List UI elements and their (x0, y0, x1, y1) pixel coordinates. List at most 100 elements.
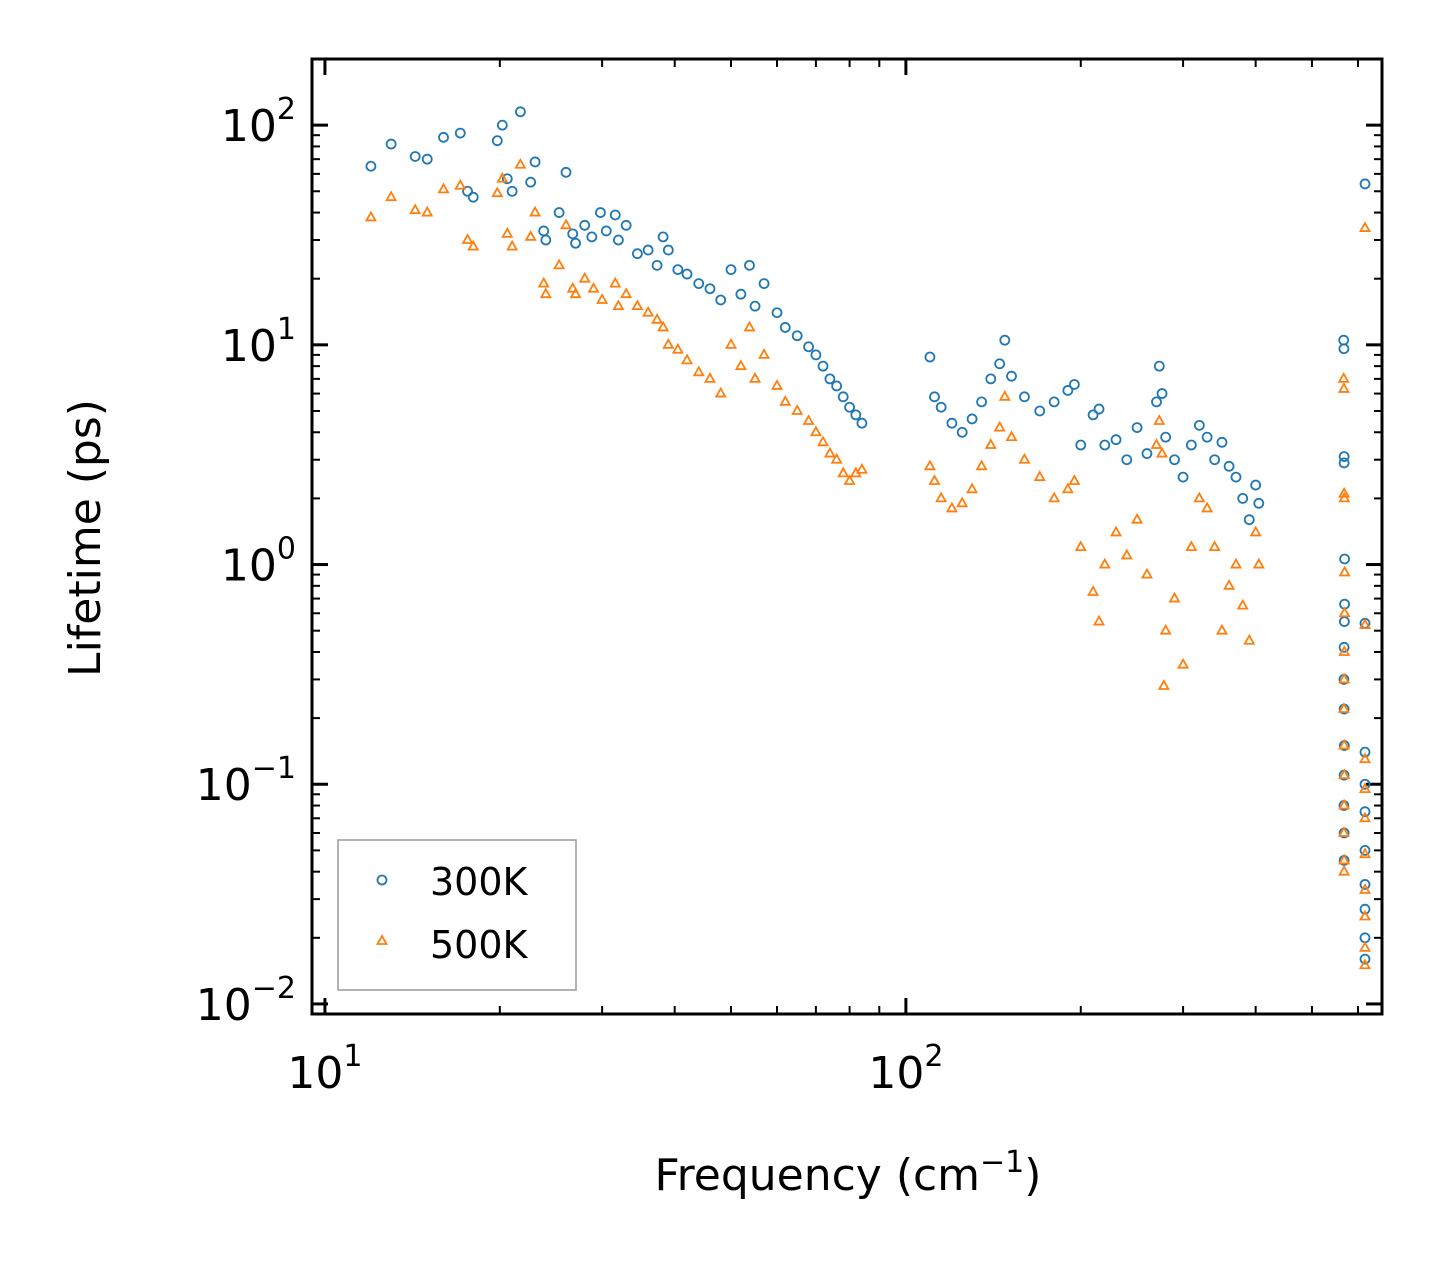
legend: 300K 500K (337, 839, 577, 991)
point-300k (600, 225, 612, 237)
point-300k (810, 349, 822, 361)
x-axis-title-exponent: −1 (980, 1145, 1024, 1180)
point-500k (1155, 446, 1169, 458)
point-500k (837, 466, 850, 478)
point-500k (1337, 372, 1350, 383)
point-300k (1153, 360, 1165, 372)
point-300k (620, 219, 632, 231)
point-500k (1337, 826, 1350, 837)
point-500k (923, 459, 936, 471)
point-300k (579, 219, 591, 231)
point-500k (1337, 702, 1350, 713)
major-ticks (312, 59, 1382, 1014)
point-500k (1131, 512, 1144, 524)
point-300k (1093, 403, 1105, 415)
point-300k (613, 234, 624, 246)
point-300k (1156, 388, 1168, 399)
point-300k (631, 248, 643, 260)
point-500k (749, 372, 762, 383)
point-500k (1358, 847, 1372, 859)
point-300k (1141, 448, 1153, 459)
point-500k (1208, 540, 1221, 552)
point-500k (791, 404, 804, 415)
point-500k (1358, 941, 1372, 952)
point-300k (409, 151, 421, 162)
point-500k (802, 414, 815, 425)
point-300k (1034, 405, 1046, 417)
point-300k (1169, 454, 1180, 466)
point-300k (985, 373, 997, 385)
point-300k (1339, 553, 1350, 565)
point-500k (809, 425, 822, 437)
point-500k (855, 462, 868, 474)
point-300k (1185, 439, 1197, 451)
point-300k (1338, 334, 1350, 346)
point-300k (779, 322, 791, 333)
point-300k (771, 307, 783, 319)
point-500k (1338, 565, 1351, 577)
point-500k (1092, 614, 1106, 626)
point-500k (1358, 782, 1372, 794)
point-300k (817, 360, 829, 372)
point-500k (671, 342, 684, 354)
point-500k (1061, 482, 1074, 494)
point-300k (1230, 471, 1242, 483)
point-500k (569, 287, 582, 299)
point-500k (514, 157, 527, 169)
point-500k (928, 474, 941, 485)
point-500k (1236, 598, 1249, 610)
point-300k (657, 231, 669, 243)
point-500k (539, 287, 552, 299)
point-500k (1157, 679, 1170, 690)
point-500k (1005, 430, 1018, 442)
point-300k (642, 244, 654, 256)
y-tick-labels: 102 101 100 10−1 10−2 (196, 92, 296, 1031)
point-500k (956, 496, 969, 508)
point-500k (501, 227, 514, 238)
point-500k (506, 239, 519, 251)
legend-marker-300k (376, 874, 388, 886)
point-500k (578, 271, 591, 283)
point-500k (553, 258, 566, 270)
point-500k (1159, 623, 1172, 635)
point-300k (586, 231, 598, 243)
point-300k (467, 191, 479, 203)
point-500k (1193, 491, 1206, 503)
point-500k (830, 452, 843, 464)
point-500k (559, 218, 573, 230)
point-300k (1359, 879, 1371, 890)
point-300k (454, 127, 466, 139)
point-500k (1358, 752, 1372, 764)
point-500k (1338, 645, 1351, 656)
y-axis-title: Lifetime (ps) (60, 399, 111, 677)
point-500k (714, 386, 727, 398)
point-500k (1168, 591, 1181, 603)
legend-label-500k: 500K (430, 923, 529, 967)
point-300k (946, 417, 958, 429)
point-300k (791, 330, 803, 342)
point-300k (421, 153, 433, 165)
point-500k (1074, 540, 1087, 552)
point-500k (467, 239, 480, 251)
point-300k (966, 413, 978, 425)
point-500k (651, 312, 664, 324)
series-layer (364, 106, 1372, 970)
point-300k (929, 391, 940, 403)
point-300k (1237, 493, 1249, 504)
point-500k (1109, 525, 1123, 537)
x-axis-title-base: Frequency (cm (655, 1150, 981, 1201)
point-300k (496, 119, 508, 131)
point-500k (998, 389, 1011, 401)
point-300k (1068, 379, 1080, 390)
point-500k (1150, 438, 1163, 449)
point-500k (692, 365, 705, 377)
point-300k (1359, 746, 1371, 758)
point-500k (770, 379, 784, 390)
point-300k (758, 278, 770, 289)
point-500k (364, 210, 377, 222)
point-500k (524, 230, 537, 241)
point-300k (1160, 431, 1172, 443)
point-500k (612, 299, 625, 311)
point-500k (1338, 486, 1351, 498)
point-300k (553, 207, 565, 218)
